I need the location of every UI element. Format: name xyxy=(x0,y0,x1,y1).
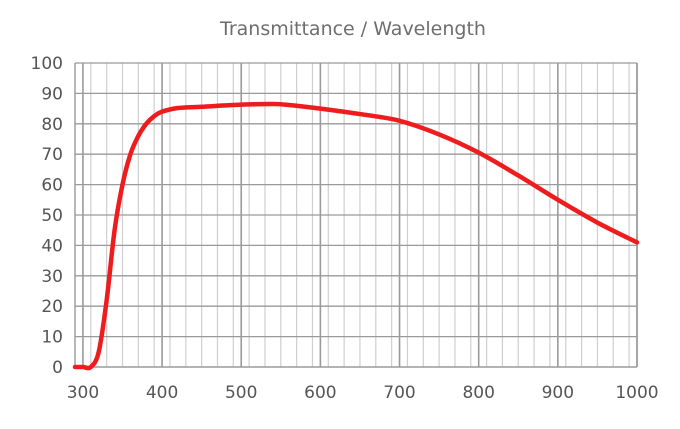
x-tick-label: 500 xyxy=(225,383,257,403)
x-tick-label: 700 xyxy=(383,383,415,403)
y-tick-label: 70 xyxy=(41,145,63,165)
y-tick-label: 90 xyxy=(41,84,63,104)
x-tick-label: 1000 xyxy=(615,383,658,403)
chart-title: Transmittance / Wavelength xyxy=(219,18,486,40)
series-line-transmittance xyxy=(72,101,640,371)
x-tick-label: 800 xyxy=(462,383,494,403)
y-axis-ticks: 0 10 20 30 40 50 60 70 80 90 100 xyxy=(31,54,63,378)
y-tick-label: 20 xyxy=(41,297,63,317)
y-tick-label: 80 xyxy=(41,115,63,135)
y-tick-label: 30 xyxy=(41,267,63,287)
series-layer xyxy=(72,101,640,371)
y-tick-label: 10 xyxy=(41,328,63,348)
x-tick-label: 600 xyxy=(304,383,336,403)
y-tick-label: 40 xyxy=(41,236,63,256)
y-tick-label: 100 xyxy=(31,54,63,74)
x-tick-label: 400 xyxy=(146,383,178,403)
x-axis-ticks: 300 400 500 600 700 800 900 1000 xyxy=(67,383,659,403)
x-tick-label: 300 xyxy=(67,383,99,403)
major-gridlines xyxy=(74,62,638,368)
x-tick-label: 900 xyxy=(542,383,574,403)
y-tick-label: 0 xyxy=(52,358,63,378)
y-tick-label: 50 xyxy=(41,206,63,226)
y-tick-label: 60 xyxy=(41,176,63,196)
